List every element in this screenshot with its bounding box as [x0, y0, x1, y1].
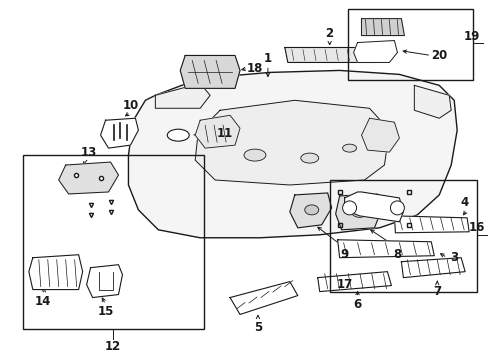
Text: 12: 12 — [104, 340, 121, 353]
Text: 4: 4 — [459, 197, 468, 210]
Circle shape — [342, 201, 356, 215]
Text: 16: 16 — [468, 221, 484, 234]
Text: 2: 2 — [325, 27, 333, 40]
Bar — [347, 9, 472, 80]
Polygon shape — [413, 85, 450, 118]
Text: 5: 5 — [253, 321, 262, 334]
Text: 14: 14 — [35, 295, 51, 308]
Text: 18: 18 — [246, 62, 263, 75]
Text: 13: 13 — [81, 145, 97, 159]
Text: 1: 1 — [264, 52, 271, 65]
Text: 6: 6 — [353, 298, 361, 311]
Polygon shape — [229, 282, 297, 315]
Text: 3: 3 — [449, 251, 457, 264]
Polygon shape — [394, 216, 468, 233]
Polygon shape — [361, 19, 404, 36]
Polygon shape — [29, 255, 82, 289]
Text: 20: 20 — [430, 49, 447, 62]
Polygon shape — [101, 118, 138, 148]
Text: 15: 15 — [97, 305, 114, 318]
Bar — [23, 155, 203, 329]
Ellipse shape — [351, 206, 367, 217]
Text: 17: 17 — [336, 278, 352, 291]
Ellipse shape — [300, 153, 318, 163]
Text: 19: 19 — [463, 30, 479, 43]
Ellipse shape — [342, 144, 356, 152]
Polygon shape — [128, 71, 456, 238]
Ellipse shape — [244, 149, 265, 161]
Polygon shape — [59, 162, 118, 194]
Polygon shape — [86, 265, 122, 298]
Ellipse shape — [304, 205, 318, 215]
Polygon shape — [337, 240, 433, 258]
Polygon shape — [344, 192, 403, 222]
Polygon shape — [335, 194, 381, 230]
Polygon shape — [317, 272, 390, 292]
Polygon shape — [289, 193, 331, 228]
Bar — [329, 180, 476, 292]
Circle shape — [389, 201, 404, 215]
Polygon shape — [195, 100, 388, 185]
Polygon shape — [195, 115, 240, 148]
Text: 9: 9 — [340, 248, 348, 261]
Text: 10: 10 — [122, 99, 138, 112]
Text: 11: 11 — [217, 127, 233, 140]
Polygon shape — [285, 48, 377, 62]
Ellipse shape — [167, 129, 189, 141]
Text: 8: 8 — [392, 248, 401, 261]
Polygon shape — [401, 258, 464, 278]
Polygon shape — [361, 118, 399, 152]
Polygon shape — [155, 84, 210, 108]
Polygon shape — [180, 55, 240, 88]
Polygon shape — [353, 41, 397, 62]
Text: 7: 7 — [432, 285, 440, 298]
